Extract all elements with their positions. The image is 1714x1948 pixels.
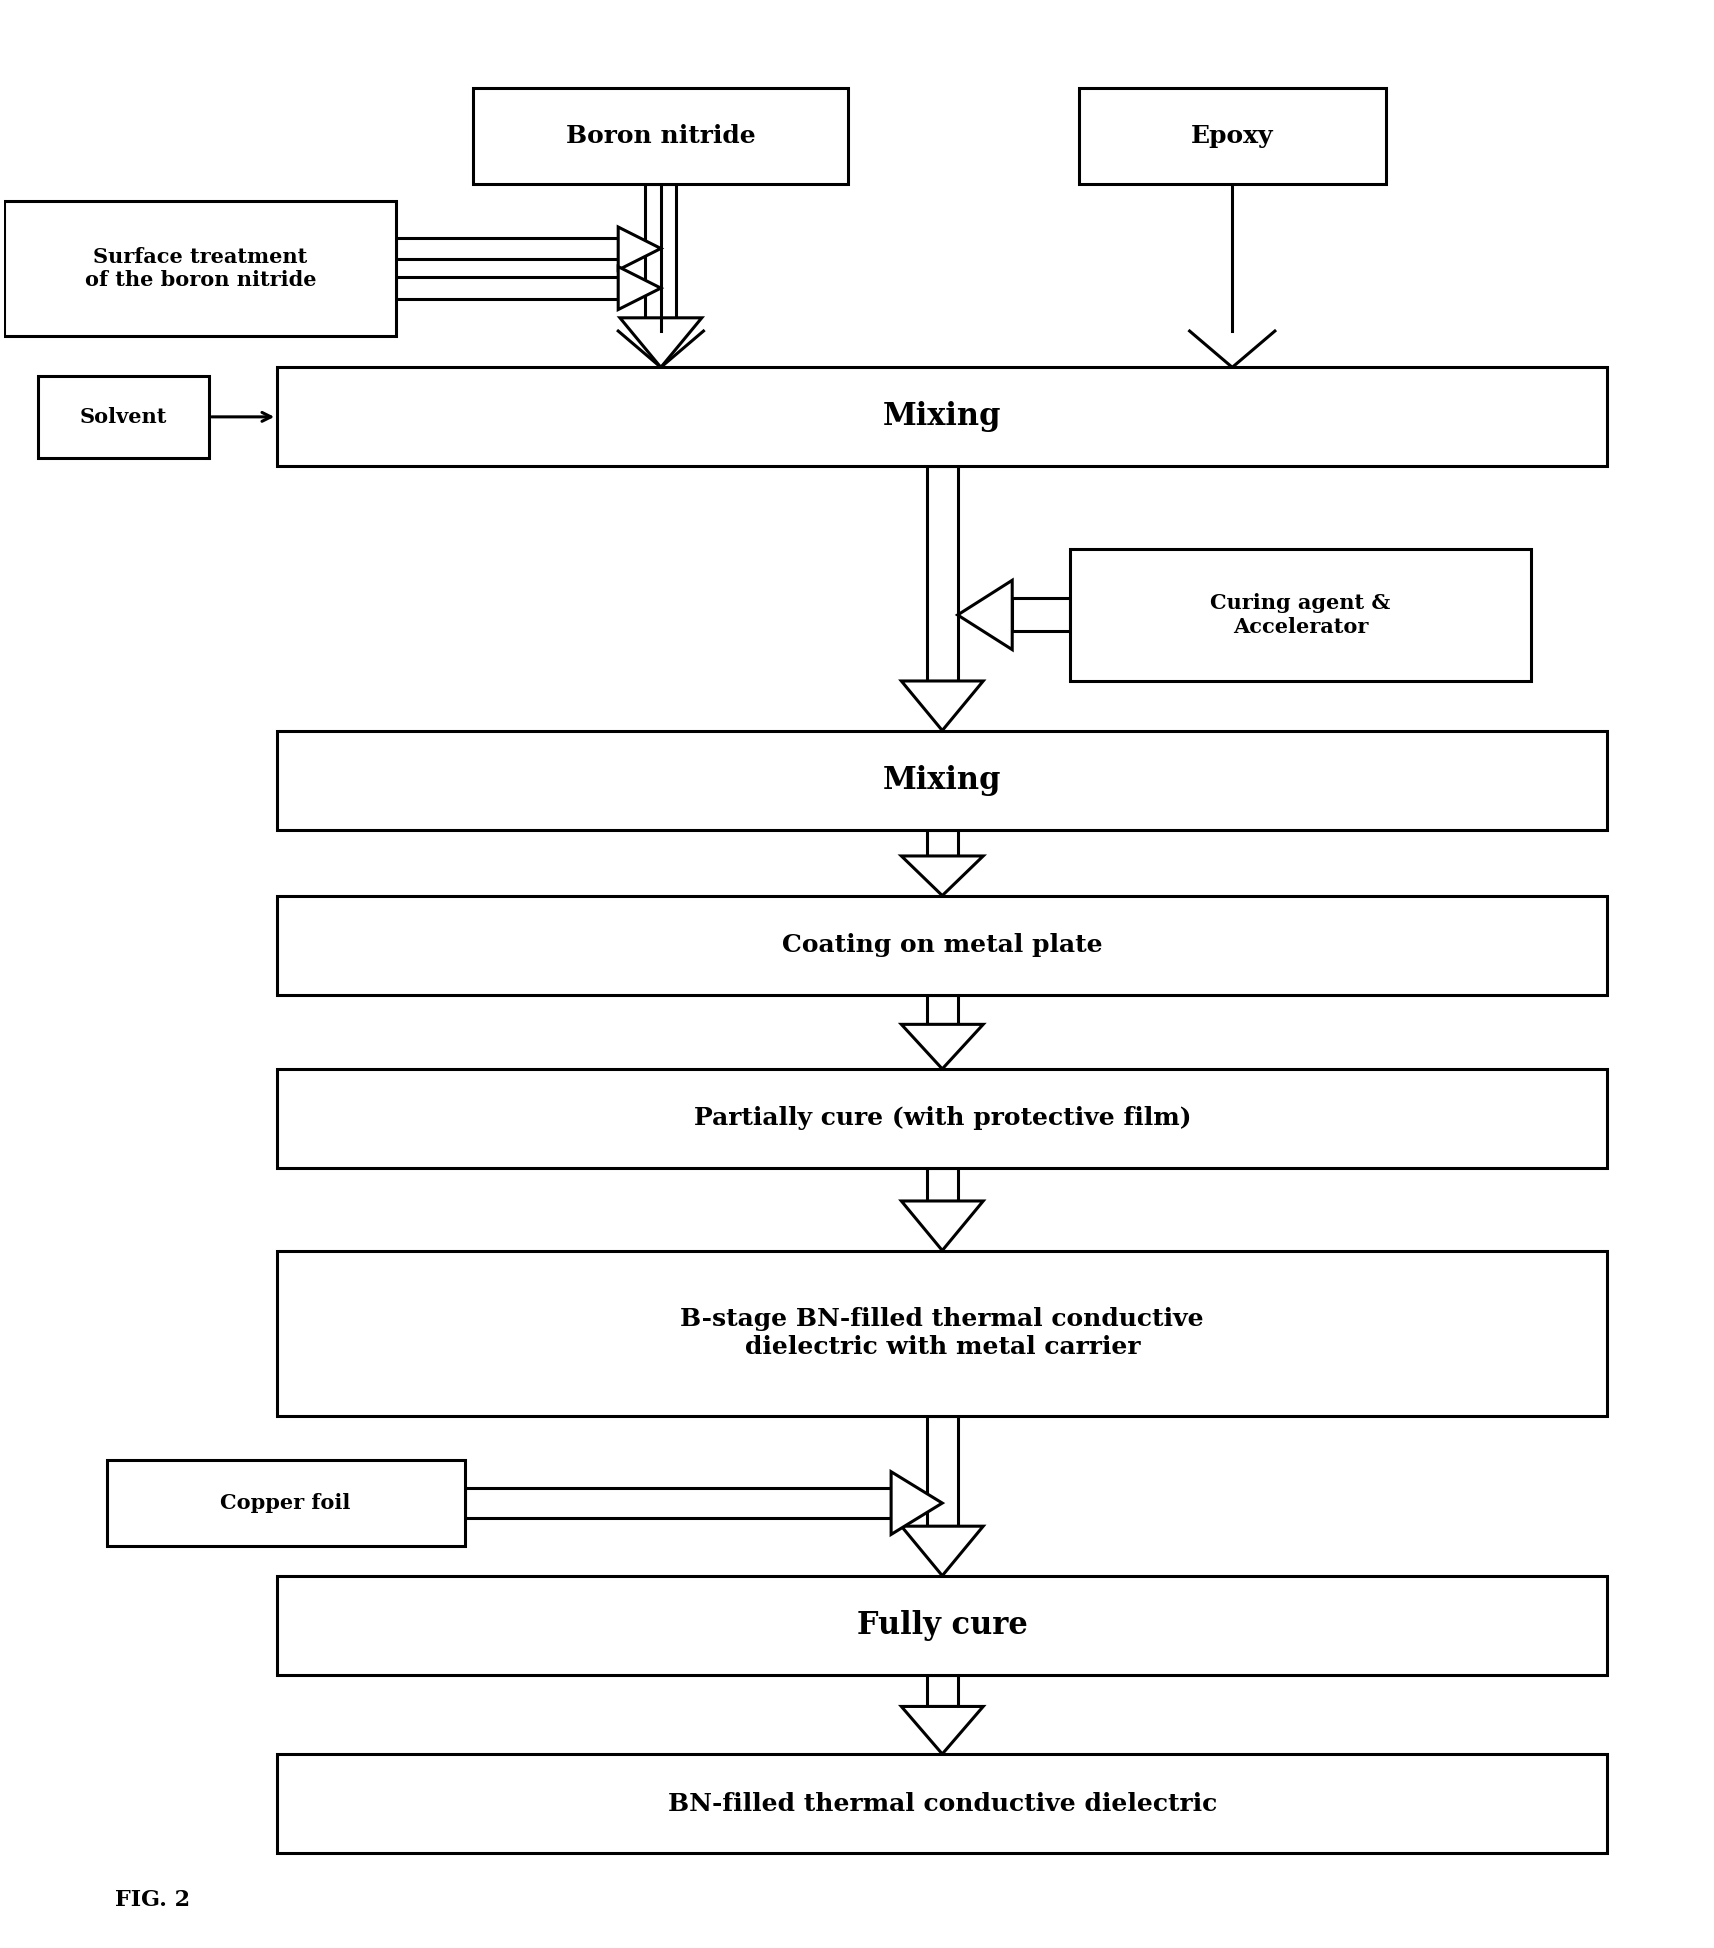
Polygon shape xyxy=(619,228,662,271)
Bar xyxy=(1070,549,1531,682)
Polygon shape xyxy=(902,1706,984,1753)
Bar xyxy=(927,1675,958,1706)
Bar xyxy=(278,1753,1608,1853)
Polygon shape xyxy=(902,1025,984,1069)
Bar xyxy=(106,1461,464,1547)
Bar xyxy=(1013,598,1070,631)
Bar xyxy=(38,376,209,458)
Bar xyxy=(278,896,1608,995)
Bar xyxy=(278,1251,1608,1416)
Text: Surface treatment
of the boron nitride: Surface treatment of the boron nitride xyxy=(84,247,315,290)
Bar xyxy=(473,88,848,185)
Text: Coating on metal plate: Coating on metal plate xyxy=(782,933,1102,956)
Text: Curing agent &
Accelerator: Curing agent & Accelerator xyxy=(1210,594,1390,637)
Bar xyxy=(278,730,1608,830)
Text: Solvent: Solvent xyxy=(81,407,168,427)
Polygon shape xyxy=(902,682,984,730)
Bar xyxy=(927,995,958,1025)
Bar xyxy=(927,1169,958,1202)
Polygon shape xyxy=(620,318,701,368)
Polygon shape xyxy=(958,581,1013,649)
Text: Copper foil: Copper foil xyxy=(221,1492,351,1514)
Text: Epoxy: Epoxy xyxy=(1191,125,1274,148)
Text: Fully cure: Fully cure xyxy=(857,1609,1028,1640)
Text: FIG. 2: FIG. 2 xyxy=(115,1890,190,1911)
Polygon shape xyxy=(619,267,662,310)
Bar xyxy=(3,201,396,335)
Bar xyxy=(927,830,958,855)
Bar xyxy=(927,466,958,682)
Bar xyxy=(464,1488,891,1517)
Text: Partially cure (with protective film): Partially cure (with protective film) xyxy=(694,1106,1191,1130)
Text: BN-filled thermal conductive dielectric: BN-filled thermal conductive dielectric xyxy=(668,1792,1217,1816)
Text: Mixing: Mixing xyxy=(883,764,1001,795)
Bar xyxy=(278,368,1608,466)
Text: B-stage BN-filled thermal conductive
dielectric with metal carrier: B-stage BN-filled thermal conductive die… xyxy=(680,1307,1205,1360)
Text: Mixing: Mixing xyxy=(883,401,1001,432)
Bar xyxy=(1078,88,1385,185)
Bar xyxy=(278,1069,1608,1169)
Polygon shape xyxy=(902,1525,984,1576)
Bar xyxy=(646,185,677,318)
Bar xyxy=(278,1576,1608,1675)
Bar xyxy=(396,238,619,259)
Bar xyxy=(927,1416,958,1525)
Bar xyxy=(396,277,619,298)
Polygon shape xyxy=(902,1202,984,1251)
Text: Boron nitride: Boron nitride xyxy=(566,125,756,148)
Polygon shape xyxy=(891,1471,943,1535)
Polygon shape xyxy=(902,855,984,896)
